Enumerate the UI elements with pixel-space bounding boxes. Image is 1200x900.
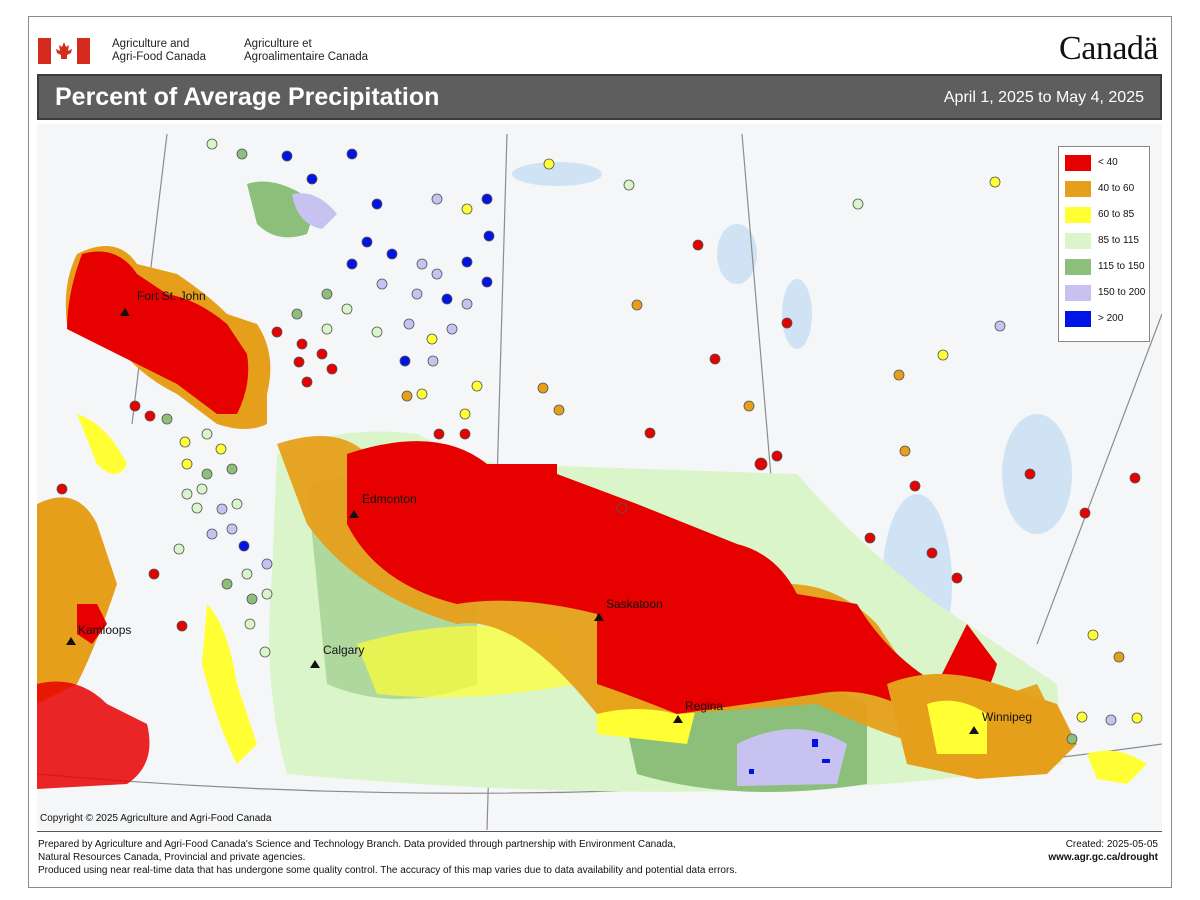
legend-swatch	[1065, 207, 1091, 223]
legend-label: > 200	[1098, 313, 1124, 324]
legend-item: 40 to 60	[1065, 181, 1145, 197]
footer-line1: Prepared by Agriculture and Agri-Food Ca…	[38, 839, 676, 850]
legend-swatch	[1065, 259, 1091, 275]
legend-item: > 200	[1065, 311, 1145, 327]
station-markers	[56, 138, 1143, 745]
drought-url-link[interactable]: www.agr.gc.ca/drought	[1048, 852, 1158, 863]
legend-label: 85 to 115	[1098, 235, 1139, 246]
canada-wordmark: Canadä	[1059, 30, 1158, 67]
legend-label: 60 to 85	[1098, 209, 1135, 220]
dept-en-line2: Agri-Food Canada	[112, 51, 206, 63]
city-marker-saskatoon	[594, 613, 604, 621]
city-label-winnipeg: Winnipeg	[982, 710, 1032, 724]
legend-label: 150 to 200	[1098, 287, 1146, 298]
legend-label: < 40	[1098, 157, 1118, 168]
city-marker-winnipeg	[969, 726, 979, 734]
city-label-edmonton: Edmonton	[362, 492, 417, 506]
legend-item: 85 to 115	[1065, 233, 1145, 249]
precipitation-map: Fort St. John Edmonton Saskatoon Kamloop…	[37, 124, 1162, 830]
legend-swatch	[1065, 181, 1091, 197]
title-bar: Percent of Average Precipitation April 1…	[37, 74, 1162, 120]
legend-item: < 40	[1065, 155, 1145, 171]
dept-fr-line2: Agroalimentaire Canada	[244, 51, 369, 63]
dept-name-english: Agriculture and Agri-Food Canada	[112, 38, 206, 64]
footer-divider	[37, 831, 1162, 832]
footer-credits: Prepared by Agriculture and Agri-Food Ca…	[38, 838, 918, 877]
legend: < 40 40 to 60 60 to 85 85 to 115 115 to …	[1058, 146, 1150, 342]
city-marker-kamloops	[66, 637, 76, 645]
canada-flag-icon	[38, 38, 90, 64]
legend-swatch	[1065, 285, 1091, 301]
legend-swatch	[1065, 233, 1091, 249]
city-label-kamloops: Kamloops	[78, 623, 131, 637]
city-marker-edmonton	[349, 510, 359, 518]
city-label-fort-st-john: Fort St. John	[137, 289, 206, 303]
city-marker-calgary	[310, 660, 320, 668]
legend-item: 115 to 150	[1065, 259, 1145, 275]
city-marker-regina	[673, 715, 683, 723]
footer-line3: Produced using near real-time data that …	[38, 865, 738, 876]
city-marker-fort-st-john	[120, 308, 130, 316]
date-range: April 1, 2025 to May 4, 2025	[943, 89, 1144, 106]
created-date: Created: 2025-05-05	[1065, 839, 1158, 850]
legend-item: 60 to 85	[1065, 207, 1145, 223]
dept-fr-line1: Agriculture et	[244, 38, 312, 50]
legend-swatch	[1065, 311, 1091, 327]
footer-line2: Natural Resources Canada, Provincial and…	[38, 852, 306, 863]
copyright-notice: Copyright © 2025 Agriculture and Agri-Fo…	[40, 813, 272, 824]
city-label-saskatoon: Saskatoon	[606, 597, 663, 611]
city-label-regina: Regina	[685, 699, 723, 713]
legend-label: 115 to 150	[1098, 261, 1145, 272]
footer-meta: Created: 2025-05-05 www.agr.gc.ca/drough…	[1048, 838, 1158, 864]
legend-item: 150 to 200	[1065, 285, 1145, 301]
city-markers: Fort St. John Edmonton Saskatoon Kamloop…	[66, 289, 1032, 734]
map-title: Percent of Average Precipitation	[55, 83, 440, 111]
city-label-calgary: Calgary	[323, 643, 364, 657]
legend-label: 40 to 60	[1098, 183, 1135, 194]
legend-swatch	[1065, 155, 1091, 171]
dept-en-line1: Agriculture and	[112, 38, 190, 50]
dept-name-french: Agriculture et Agroalimentaire Canada	[244, 38, 368, 64]
